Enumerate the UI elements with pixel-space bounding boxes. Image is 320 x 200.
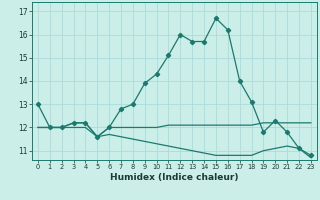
X-axis label: Humidex (Indice chaleur): Humidex (Indice chaleur) [110,173,239,182]
